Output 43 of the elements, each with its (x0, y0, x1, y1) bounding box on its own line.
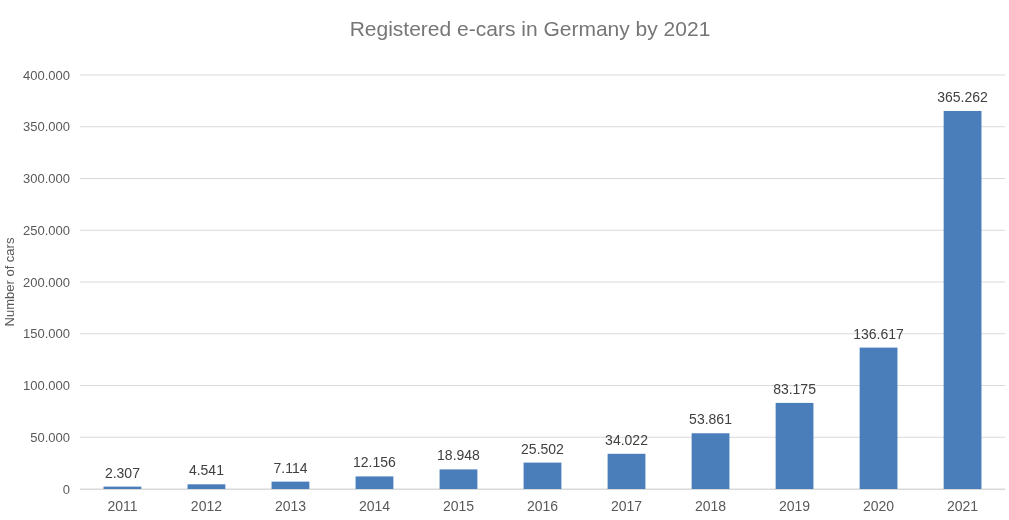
x-tick-label: 2020 (862, 497, 895, 514)
y-tick-label: 350.000 (23, 119, 70, 135)
bar (271, 481, 310, 489)
data-label: 83.175 (773, 380, 817, 397)
data-label: 4.541 (188, 462, 225, 479)
x-tick-label: 2019 (778, 497, 811, 514)
x-tick-label: 2013 (274, 497, 307, 514)
bar (691, 433, 730, 489)
y-tick-label: 100.000 (23, 378, 70, 394)
bar (607, 453, 646, 489)
x-tick-label: 2011 (107, 497, 138, 514)
x-tick-label: 2016 (526, 497, 559, 514)
y-tick-label: 200.000 (23, 274, 70, 290)
bar (523, 462, 562, 489)
bar (355, 476, 394, 489)
y-tick-label: 50.000 (30, 429, 70, 445)
y-tick-label: 250.000 (23, 222, 70, 238)
bar (775, 402, 814, 489)
data-label: 25.502 (521, 440, 565, 457)
data-label: 12.156 (353, 454, 397, 471)
x-tick-label: 2017 (610, 497, 643, 514)
y-tick-label: 0 (62, 481, 70, 497)
x-tick-label: 2014 (358, 497, 391, 514)
y-tick-label: 300.000 (23, 171, 70, 187)
data-label: 2.307 (104, 464, 141, 481)
x-tick-label: 2015 (442, 497, 475, 514)
x-tick-label: 2018 (694, 497, 727, 514)
data-label: 53.861 (689, 411, 733, 428)
bar (859, 347, 898, 489)
chart-title: Registered e-cars in Germany by 2021 (349, 17, 711, 40)
data-label: 18.948 (437, 447, 481, 464)
y-tick-label: 400.000 (23, 67, 70, 83)
x-tick-label: 2012 (190, 497, 223, 514)
bar (943, 110, 982, 489)
data-label: 136.617 (853, 325, 905, 342)
data-label: 34.022 (605, 431, 649, 448)
data-label: 7.114 (273, 459, 308, 476)
y-tick-label: 150.000 (23, 326, 70, 342)
x-tick-label: 2021 (946, 497, 979, 514)
data-label: 365.262 (937, 88, 989, 105)
bar (439, 469, 478, 489)
bar (187, 484, 226, 489)
y-axis-title: Number of cars (2, 237, 17, 327)
